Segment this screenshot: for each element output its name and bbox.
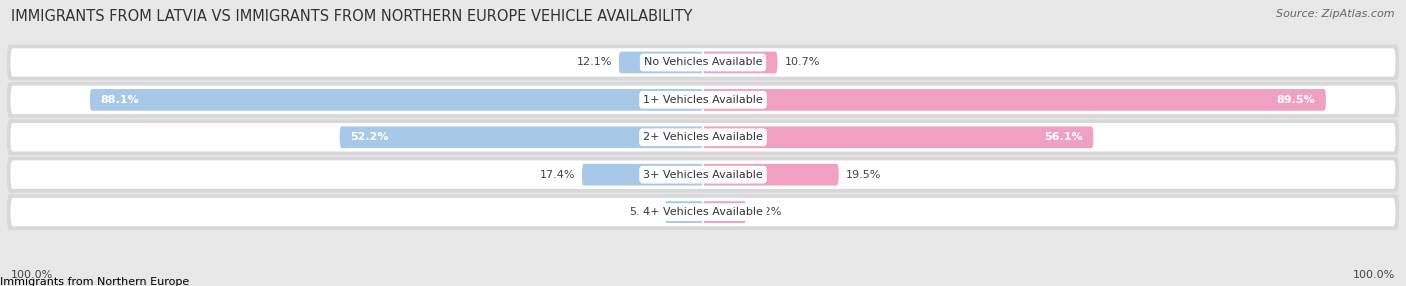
- Text: 10.7%: 10.7%: [785, 57, 820, 67]
- Text: 100.0%: 100.0%: [1353, 270, 1395, 280]
- FancyBboxPatch shape: [7, 45, 1399, 80]
- Text: 88.1%: 88.1%: [100, 95, 139, 105]
- Text: Source: ZipAtlas.com: Source: ZipAtlas.com: [1277, 9, 1395, 19]
- Text: 12.1%: 12.1%: [576, 57, 612, 67]
- FancyBboxPatch shape: [703, 89, 1326, 111]
- Text: No Vehicles Available: No Vehicles Available: [644, 57, 762, 67]
- FancyBboxPatch shape: [7, 119, 1399, 155]
- Text: 17.4%: 17.4%: [540, 170, 575, 180]
- FancyBboxPatch shape: [10, 123, 1396, 152]
- FancyBboxPatch shape: [10, 86, 1396, 114]
- Text: 56.1%: 56.1%: [1045, 132, 1083, 142]
- FancyBboxPatch shape: [665, 201, 703, 223]
- FancyBboxPatch shape: [10, 198, 1396, 226]
- FancyBboxPatch shape: [10, 160, 1396, 189]
- Text: IMMIGRANTS FROM LATVIA VS IMMIGRANTS FROM NORTHERN EUROPE VEHICLE AVAILABILITY: IMMIGRANTS FROM LATVIA VS IMMIGRANTS FRO…: [11, 9, 693, 23]
- FancyBboxPatch shape: [619, 52, 703, 73]
- Text: 4+ Vehicles Available: 4+ Vehicles Available: [643, 207, 763, 217]
- Text: 52.2%: 52.2%: [350, 132, 388, 142]
- FancyBboxPatch shape: [7, 194, 1399, 230]
- FancyBboxPatch shape: [703, 126, 1094, 148]
- Text: 5.5%: 5.5%: [630, 207, 658, 217]
- FancyBboxPatch shape: [703, 164, 839, 186]
- Text: 6.2%: 6.2%: [754, 207, 782, 217]
- Text: 2+ Vehicles Available: 2+ Vehicles Available: [643, 132, 763, 142]
- FancyBboxPatch shape: [582, 164, 703, 186]
- Text: 3+ Vehicles Available: 3+ Vehicles Available: [643, 170, 763, 180]
- FancyBboxPatch shape: [703, 52, 778, 73]
- Text: 100.0%: 100.0%: [11, 270, 53, 280]
- Text: 1+ Vehicles Available: 1+ Vehicles Available: [643, 95, 763, 105]
- FancyBboxPatch shape: [10, 48, 1396, 77]
- Legend: Immigrants from Latvia, Immigrants from Northern Europe: Immigrants from Latvia, Immigrants from …: [0, 272, 194, 286]
- Text: 89.5%: 89.5%: [1277, 95, 1316, 105]
- Text: 19.5%: 19.5%: [845, 170, 882, 180]
- FancyBboxPatch shape: [90, 89, 703, 111]
- FancyBboxPatch shape: [7, 157, 1399, 193]
- FancyBboxPatch shape: [340, 126, 703, 148]
- FancyBboxPatch shape: [703, 201, 747, 223]
- FancyBboxPatch shape: [7, 82, 1399, 118]
